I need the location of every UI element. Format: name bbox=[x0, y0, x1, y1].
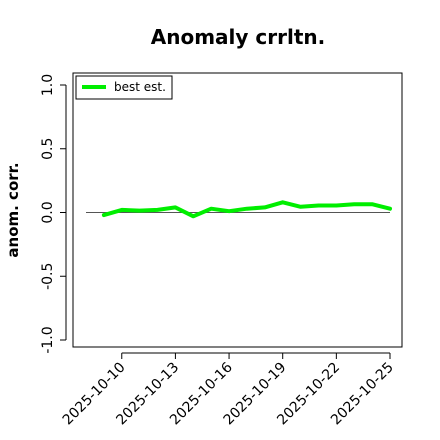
data-point bbox=[353, 203, 355, 205]
data-point bbox=[228, 210, 230, 212]
y-axis: -1.0 -0.5 0.0 0.5 1.0 bbox=[40, 74, 67, 354]
y-tick-label: 0.0 bbox=[40, 201, 56, 223]
data-point bbox=[335, 204, 337, 206]
data-point bbox=[300, 206, 302, 208]
y-tick-label: -0.5 bbox=[40, 263, 56, 290]
x-axis: 2025-10-102025-10-132025-10-162025-10-19… bbox=[60, 352, 397, 428]
y-tick-label: 1.0 bbox=[40, 74, 56, 96]
data-point bbox=[210, 208, 212, 210]
data-point bbox=[139, 210, 141, 212]
data-point bbox=[174, 206, 176, 208]
legend-box bbox=[75, 75, 173, 100]
y-tick-label: -1.0 bbox=[40, 326, 56, 353]
chart-title: Anomaly crrltn. bbox=[151, 25, 325, 49]
data-point bbox=[264, 206, 266, 208]
data-point bbox=[389, 208, 391, 210]
legend-label: best est. bbox=[114, 80, 166, 94]
data-point bbox=[157, 209, 159, 211]
series-line-best-est bbox=[101, 200, 392, 219]
plot-area bbox=[72, 72, 403, 348]
y-axis-label: anom. corr. bbox=[4, 162, 22, 257]
data-point bbox=[246, 208, 248, 210]
data-point bbox=[103, 214, 105, 216]
data-point bbox=[371, 203, 373, 205]
data-point bbox=[282, 201, 284, 203]
data-point bbox=[121, 209, 123, 211]
data-point bbox=[192, 215, 194, 217]
y-tick-label: 0.5 bbox=[40, 138, 56, 160]
series-group bbox=[101, 200, 392, 219]
data-point bbox=[317, 204, 319, 206]
legend: best est. bbox=[75, 75, 173, 100]
